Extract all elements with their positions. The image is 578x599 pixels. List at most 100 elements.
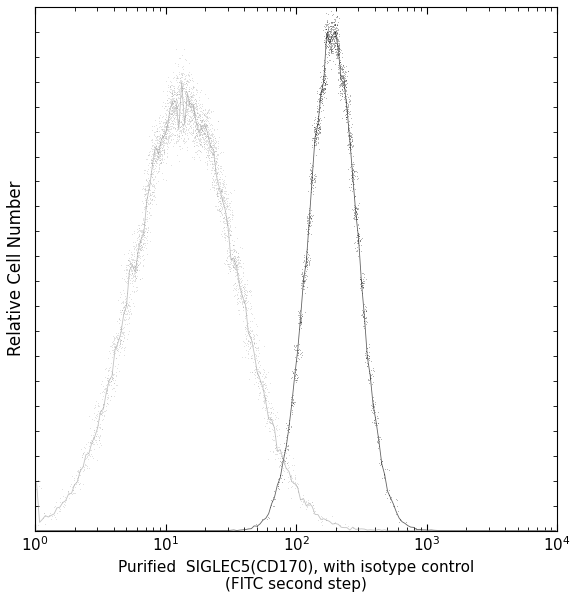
Point	[265, 387, 274, 397]
Point	[235, 293, 244, 302]
Point	[210, 155, 219, 165]
Point	[337, 48, 346, 58]
Point	[207, 147, 216, 157]
Point	[334, 25, 343, 34]
Point	[247, 290, 256, 300]
Point	[338, 73, 347, 83]
Point	[260, 379, 269, 388]
Point	[274, 477, 283, 487]
Point	[283, 457, 292, 467]
Point	[299, 261, 309, 271]
Point	[47, 511, 57, 521]
Point	[317, 520, 327, 530]
Point	[336, 56, 345, 65]
Point	[234, 285, 243, 294]
Point	[198, 114, 208, 124]
Point	[191, 108, 200, 118]
Point	[207, 120, 216, 130]
Point	[347, 135, 357, 144]
Point	[349, 169, 358, 179]
Point	[374, 459, 383, 468]
Point	[208, 140, 217, 150]
Point	[44, 511, 53, 521]
Point	[66, 482, 75, 491]
Point	[153, 152, 162, 161]
Point	[279, 465, 288, 474]
Point	[171, 90, 180, 100]
Point	[242, 326, 251, 336]
Point	[170, 97, 179, 107]
Point	[303, 255, 312, 264]
Point	[144, 173, 153, 183]
Point	[212, 156, 221, 165]
Point	[188, 109, 198, 119]
Point	[199, 128, 209, 137]
Point	[322, 43, 331, 52]
Point	[291, 342, 300, 352]
Point	[381, 485, 390, 495]
Point	[140, 195, 150, 205]
Point	[147, 163, 157, 173]
Point	[232, 300, 241, 309]
Point	[298, 285, 307, 294]
Point	[135, 237, 144, 247]
Point	[249, 338, 258, 348]
Point	[230, 259, 239, 268]
Point	[172, 94, 181, 104]
Point	[169, 101, 178, 111]
Point	[311, 129, 320, 139]
Point	[324, 23, 334, 32]
Point	[379, 470, 388, 479]
Point	[324, 9, 333, 19]
Point	[228, 253, 237, 262]
Point	[217, 185, 227, 195]
Point	[288, 398, 298, 407]
Point	[180, 98, 190, 108]
Point	[266, 500, 276, 510]
Point	[263, 385, 272, 394]
Point	[305, 498, 314, 507]
Point	[184, 114, 194, 124]
Point	[319, 61, 328, 71]
Point	[160, 117, 169, 126]
Point	[197, 113, 206, 122]
Point	[344, 142, 353, 152]
Point	[235, 258, 244, 267]
Point	[180, 88, 189, 98]
Point	[357, 235, 366, 244]
Point	[158, 143, 167, 153]
Point	[149, 187, 158, 196]
Point	[210, 156, 219, 166]
Point	[358, 278, 368, 288]
Point	[326, 42, 335, 52]
Point	[191, 134, 200, 143]
Point	[149, 138, 158, 148]
Point	[130, 256, 139, 265]
Point	[117, 339, 127, 349]
Point	[338, 60, 347, 69]
Point	[197, 137, 206, 147]
Point	[131, 272, 140, 282]
Point	[194, 132, 203, 141]
Point	[219, 217, 228, 226]
Point	[306, 187, 316, 196]
Point	[196, 134, 205, 144]
Point	[292, 373, 301, 383]
Point	[173, 120, 182, 129]
Point	[337, 84, 346, 93]
Point	[129, 273, 138, 282]
Point	[195, 124, 205, 134]
Point	[132, 251, 142, 261]
Point	[353, 214, 362, 224]
Point	[202, 127, 212, 137]
Point	[129, 260, 139, 270]
Point	[317, 84, 327, 93]
Point	[175, 73, 184, 83]
Point	[165, 82, 174, 92]
Point	[328, 22, 337, 31]
Point	[313, 120, 322, 129]
Point	[310, 122, 320, 132]
Point	[276, 449, 285, 458]
Point	[219, 208, 228, 218]
Point	[338, 70, 347, 80]
